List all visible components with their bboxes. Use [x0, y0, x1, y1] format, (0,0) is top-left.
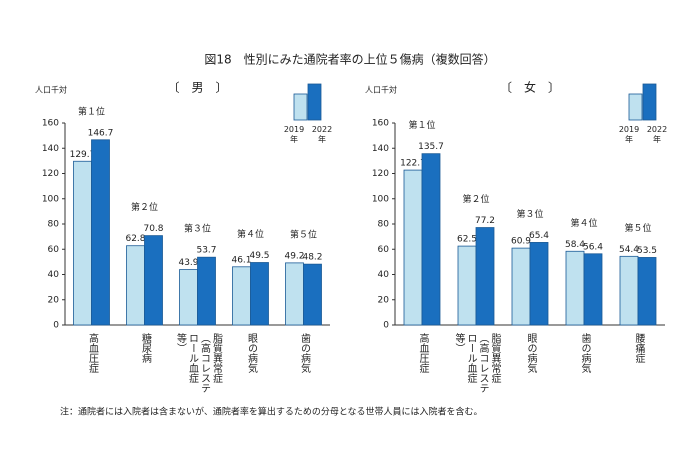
- x-tick-label: 眼の病気: [245, 333, 257, 373]
- x-tick-label: 腰痛症: [633, 333, 644, 363]
- x-tick-label: 糖尿病: [139, 333, 151, 363]
- value-label: 49.5: [249, 251, 269, 261]
- value-label: 122.7: [400, 159, 426, 169]
- y-tick-label: 120: [372, 169, 389, 179]
- legend-swatch: [628, 93, 643, 121]
- legend-label: 2019年: [283, 125, 305, 144]
- legend-swatch: [293, 93, 308, 121]
- panel-title: 〔 女 〕: [500, 80, 560, 95]
- y-tick-label: 100: [42, 194, 59, 204]
- bar: [250, 262, 269, 326]
- legend-label: 2022年: [646, 125, 668, 144]
- footnote: 注：通院者には入院者は含まないが、通院者率を算出するための分母となる世帯人員には…: [60, 406, 483, 418]
- y-tick-label: 100: [372, 194, 389, 204]
- x-tick-label: 高血圧症: [417, 333, 428, 373]
- bar: [285, 262, 304, 326]
- bar: [583, 253, 603, 326]
- bar: [529, 242, 549, 326]
- value-label: 146.7: [88, 128, 114, 138]
- value-label: 70.8: [143, 224, 163, 234]
- bar: [475, 227, 495, 326]
- bar: [179, 269, 198, 326]
- rank-label: 第５位: [624, 222, 651, 234]
- bar: [144, 235, 163, 326]
- rank-label: 第２位: [462, 193, 489, 205]
- rank-label: 第２位: [131, 201, 158, 213]
- value-label: 43.9: [178, 258, 198, 268]
- y-tick-label: 0: [383, 321, 389, 331]
- bar: [457, 245, 477, 326]
- value-label: 54.4: [619, 245, 639, 255]
- legend-swatch: [307, 83, 322, 121]
- y-tick-label: 0: [53, 321, 59, 331]
- x-tick-label: 脂質異常症（高コレステロール血症等）: [453, 333, 500, 393]
- bar: [421, 153, 441, 326]
- value-label: 46.1: [231, 255, 251, 265]
- value-label: 48.2: [302, 253, 322, 263]
- bar: [73, 160, 92, 326]
- value-label: 62.5: [457, 235, 477, 245]
- rank-label: 第３位: [516, 208, 543, 220]
- y-tick-label: 60: [48, 245, 60, 255]
- y-axis-label: 人口千対: [35, 85, 67, 95]
- bar: [619, 255, 639, 326]
- y-tick-label: 40: [48, 270, 60, 280]
- figure-title: 図18 性別にみた通院者率の上位５傷病（複数回答）: [204, 52, 495, 67]
- bar: [126, 245, 145, 326]
- value-label: 129.7: [70, 150, 96, 160]
- y-tick-label: 80: [378, 220, 390, 230]
- rank-label: 第１位: [408, 119, 435, 131]
- y-tick-label: 140: [372, 144, 389, 154]
- y-tick-label: 160: [42, 119, 59, 129]
- rank-label: 第４位: [570, 217, 597, 229]
- value-label: 58.4: [565, 240, 585, 250]
- y-tick-label: 120: [42, 169, 59, 179]
- bar: [403, 169, 423, 326]
- y-tick-label: 60: [378, 245, 390, 255]
- x-tick-label: 歯の病気: [579, 333, 590, 373]
- y-tick-label: 20: [378, 295, 390, 305]
- bar: [197, 256, 216, 326]
- y-axis-label: 人口千対: [365, 85, 397, 95]
- rank-label: 第１位: [78, 105, 105, 117]
- legend-label: 2022年: [311, 125, 333, 144]
- rank-label: 第５位: [290, 228, 317, 240]
- bar: [511, 247, 531, 326]
- value-label: 135.7: [418, 142, 444, 152]
- x-tick-label: 歯の病気: [298, 333, 310, 373]
- bar: [303, 263, 322, 326]
- rank-label: 第４位: [237, 228, 264, 240]
- value-label: 65.4: [529, 231, 549, 241]
- bar: [565, 250, 585, 326]
- y-tick-label: 80: [48, 220, 60, 230]
- rank-label: 第３位: [184, 223, 211, 235]
- legend-label: 2019年: [618, 125, 640, 144]
- value-label: 77.2: [475, 216, 495, 226]
- value-label: 62.8: [125, 234, 145, 244]
- value-label: 56.4: [583, 242, 603, 252]
- value-label: 53.5: [637, 246, 657, 256]
- legend-swatch: [642, 83, 657, 121]
- x-tick-label: 眼の病気: [525, 333, 536, 373]
- bar: [91, 139, 110, 326]
- panel-title: 〔 男 〕: [167, 81, 227, 95]
- x-tick-label: 高血圧症: [86, 333, 98, 373]
- value-label: 49.2: [284, 251, 304, 261]
- bar: [232, 266, 251, 326]
- y-tick-label: 160: [372, 119, 389, 129]
- x-tick-label: 脂質異常症（高コレステロール血症等）: [174, 333, 222, 393]
- y-tick-label: 40: [378, 270, 390, 280]
- y-tick-label: 140: [42, 144, 59, 154]
- y-tick-label: 20: [48, 295, 60, 305]
- bar: [637, 257, 657, 326]
- value-label: 60.9: [511, 237, 531, 247]
- value-label: 53.7: [196, 246, 216, 256]
